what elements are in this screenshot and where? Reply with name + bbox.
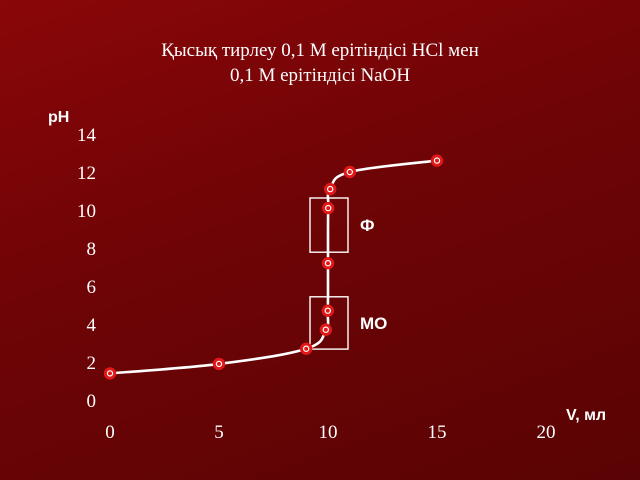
data-point	[322, 201, 335, 215]
data-point	[321, 257, 335, 270]
y-tick-label: 2	[87, 353, 97, 374]
y-tick-labels: 0 2 4 6 8 10 12 14	[77, 125, 97, 412]
title-line-1: Қысық тирлеу 0,1 М ерітіндісі НСl мен	[161, 40, 479, 61]
y-tick-label: 8	[87, 239, 97, 260]
y-tick-label: 0	[87, 391, 97, 412]
y-axis-label: pH	[48, 109, 69, 126]
data-point	[343, 165, 356, 179]
data-point	[300, 342, 313, 355]
x-tick-label: 5	[214, 422, 224, 443]
data-point	[323, 182, 337, 196]
x-tick-labels: 0 5 10 15 20	[105, 422, 555, 443]
indicator-label-phenolphthalein: Ф	[360, 216, 375, 235]
y-tick-label: 12	[77, 163, 96, 184]
y-tick-label: 4	[87, 315, 97, 336]
x-tick-label: 10	[319, 422, 338, 443]
indicator-label-methyl-orange: МО	[360, 314, 387, 333]
x-tick-label: 20	[537, 422, 556, 443]
x-tick-label: 15	[428, 422, 447, 443]
x-axis-label: V, мл	[566, 407, 606, 424]
x-tick-label: 0	[105, 422, 115, 443]
chart-title: Қысық тирлеу 0,1 М ерітіндісі НСl мен 0,…	[0, 38, 640, 88]
data-point	[319, 323, 333, 336]
data-point	[430, 154, 444, 167]
titration-curve	[108, 159, 439, 375]
y-tick-label: 10	[77, 201, 96, 222]
data-point	[212, 357, 226, 371]
title-line-2: 0,1 М ерітіндісі NaOH	[229, 65, 411, 86]
data-markers	[103, 154, 444, 380]
y-tick-label: 14	[77, 125, 97, 146]
data-point	[321, 304, 334, 317]
y-tick-label: 6	[87, 277, 97, 298]
data-point	[103, 367, 117, 380]
